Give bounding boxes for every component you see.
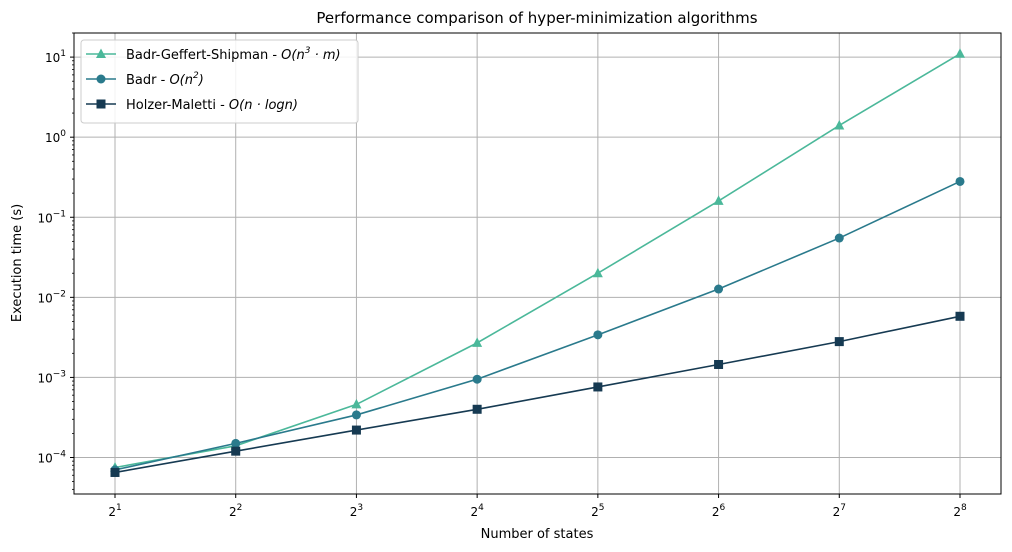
legend-marker [96, 48, 106, 58]
grid [74, 33, 1001, 494]
data-point [714, 284, 724, 294]
y-tick-label: 10−4 [37, 449, 66, 465]
data-point [110, 467, 120, 477]
series-group [110, 176, 965, 475]
data-point [231, 438, 241, 448]
x-axis-label: Number of states [481, 527, 594, 542]
plot-series [110, 48, 965, 477]
data-point [593, 330, 603, 340]
y-tick-label: 10−3 [37, 369, 66, 385]
legend-label: Badr-Geffert-Shipman - O(n3 · m) [126, 46, 341, 63]
legend-item: Holzer-Maletti - O(n · logn) [86, 98, 298, 113]
x-tick-label: 24 [470, 503, 484, 519]
data-point [231, 446, 241, 456]
y-tick-label: 10−2 [37, 289, 66, 305]
data-point [472, 337, 483, 347]
chart-title: Performance comparison of hyper-minimiza… [316, 9, 757, 27]
legend-item: Badr - O(n2) [86, 71, 204, 88]
legend-label: Badr - O(n2) [126, 71, 204, 88]
data-point [714, 359, 724, 369]
y-tick-label: 10−1 [37, 209, 66, 225]
plot-frame [73, 32, 1002, 495]
series-line [114, 180, 961, 471]
data-point [955, 311, 965, 321]
legend-marker [96, 74, 106, 84]
y-axis-ticks: 10−4 10−3 10−2 10−1 100 101 [37, 32, 74, 490]
x-tick-label: 28 [953, 503, 967, 519]
series-group [110, 311, 965, 477]
y-axis-label: Execution time (s) [10, 204, 25, 322]
data-point [955, 48, 965, 58]
y-tick-label: 100 [45, 129, 66, 145]
x-tick-label: 25 [591, 503, 604, 519]
x-tick-label: 23 [350, 503, 363, 519]
legend-label: Holzer-Maletti - O(n · logn) [126, 98, 298, 113]
data-point [834, 233, 844, 243]
data-point [713, 195, 724, 205]
legend-box [80, 39, 359, 124]
data-point [351, 398, 362, 409]
data-point [955, 176, 965, 186]
data-point [834, 119, 845, 130]
data-point [472, 374, 482, 384]
legend-item: Badr-Geffert-Shipman - O(n3 · m) [86, 46, 341, 63]
x-tick-label: 27 [833, 503, 846, 519]
series-line [114, 315, 961, 474]
x-tick-label: 26 [712, 503, 726, 519]
data-point [472, 404, 482, 414]
data-point [351, 410, 361, 420]
legend-marker [96, 99, 106, 109]
data-point [834, 337, 844, 347]
y-tick-label: 101 [45, 49, 66, 65]
x-tick-label: 21 [108, 503, 121, 519]
x-axis-ticks: 21 22 23 24 25 26 27 28 [108, 494, 967, 519]
x-tick-label: 22 [229, 503, 242, 519]
legend: Badr-Geffert-Shipman - O(n3 · m) Badr - O… [80, 39, 359, 124]
data-point [351, 425, 361, 435]
data-point [592, 267, 603, 278]
data-point [593, 382, 603, 392]
